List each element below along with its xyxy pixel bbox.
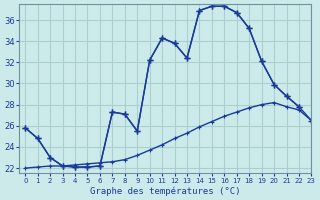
X-axis label: Graphe des températures (°C): Graphe des températures (°C) [90,186,241,196]
